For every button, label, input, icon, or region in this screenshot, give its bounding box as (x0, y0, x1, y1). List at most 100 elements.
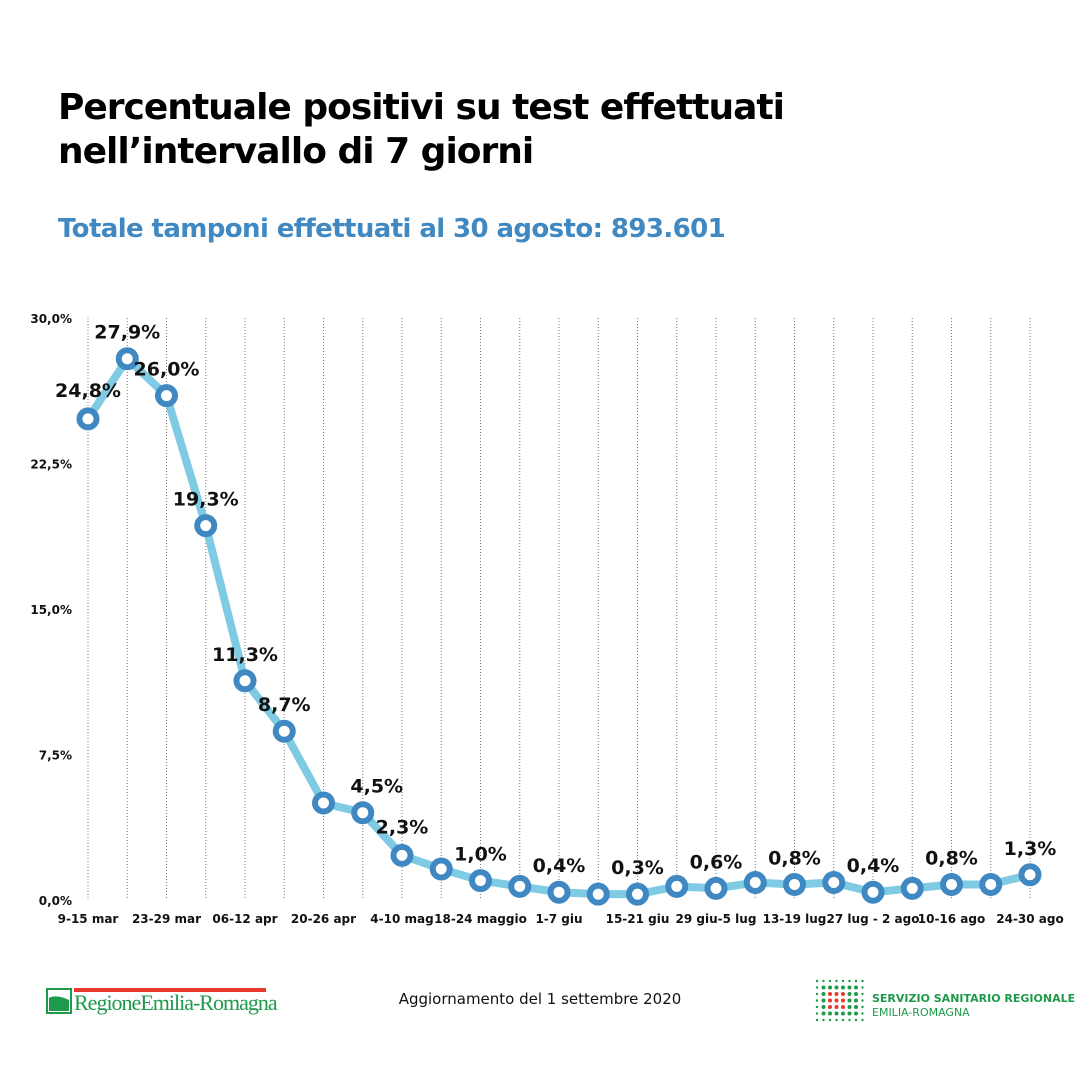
logo-dot (815, 979, 819, 983)
x-tick-label: 1-7 giu (535, 912, 582, 926)
x-tick-label: 10-16 ago (918, 912, 986, 926)
logo-dot (854, 998, 858, 1003)
data-label: 1,3% (1004, 838, 1057, 860)
line-chart: 0,0% 7,5% 15,0% 22,5% 30,0% 9-15 mar 23-29 ma… (30, 312, 1064, 926)
data-label: 0,8% (768, 847, 821, 869)
logo-dot (848, 1018, 851, 1022)
x-tick-label: 15-21 giu (606, 912, 670, 926)
data-label: 0,4% (847, 855, 900, 877)
logo-dot (815, 992, 819, 996)
logo-dot (854, 1011, 858, 1016)
x-tick-label: 13-19 lug (763, 912, 827, 926)
logo-dot (815, 1012, 819, 1015)
logo-dot (834, 1011, 839, 1016)
data-point (626, 882, 649, 906)
logo-dot (861, 992, 864, 996)
data-point (979, 872, 1003, 896)
logo-dot (854, 979, 858, 983)
data-label: 11,3% (212, 644, 278, 666)
data-label: 1,0% (454, 844, 507, 866)
logo-dot (847, 998, 852, 1003)
logo-dot (861, 986, 864, 989)
data-point (743, 871, 767, 895)
logo-dot (841, 998, 845, 1003)
logo-dot (854, 985, 858, 990)
data-point (547, 880, 571, 904)
data-point (822, 871, 846, 895)
title-line-2: nell’intervallo di 7 giorni (58, 131, 534, 172)
data-label: 19,3% (173, 489, 239, 511)
data-label: 2,3% (376, 816, 429, 838)
logo-dot (835, 979, 838, 983)
logo-dot (841, 1011, 845, 1016)
data-point (783, 872, 806, 896)
data-point (272, 719, 296, 743)
logo-dot (828, 985, 832, 990)
data-point (155, 384, 178, 408)
logo-dot (828, 1011, 832, 1016)
data-label: 0,8% (925, 847, 978, 869)
red-bar (74, 988, 266, 992)
logo-dot (828, 1005, 832, 1009)
data-label: 0,4% (533, 855, 586, 877)
logo-dot (847, 992, 852, 996)
data-label: 0,3% (611, 857, 664, 879)
logo-dot (847, 1011, 852, 1016)
y-tick-label: 30,0% (30, 312, 72, 326)
data-point (312, 791, 335, 815)
logo-right-line2: EMILIA-ROMAGNA (872, 1006, 970, 1019)
y-axis: 0,0% 7,5% 15,0% 22,5% 30,0% (30, 312, 72, 908)
data-point (115, 347, 139, 371)
logo-dot (861, 1005, 864, 1009)
logo-dot (834, 1005, 839, 1009)
x-tick-label: 06-12 apr (212, 912, 277, 926)
logo-dot (847, 1005, 852, 1009)
subtitle-total-tests: Totale tamponi effettuati al 30 agosto: … (58, 214, 726, 244)
logo-dot (821, 1005, 826, 1009)
data-label: 4,5% (350, 776, 403, 798)
logo-dot (815, 999, 819, 1002)
logo-dot (861, 1012, 864, 1015)
y-tick-label: 0,0% (39, 894, 72, 908)
logo-dot (821, 992, 826, 996)
markers (76, 347, 1042, 906)
logo-dot (828, 979, 832, 983)
data-point (586, 882, 610, 906)
data-point (233, 669, 257, 693)
data-point (861, 880, 885, 904)
logo-dot (835, 1018, 838, 1022)
data-label: 8,7% (258, 694, 311, 716)
logo-dot (841, 1018, 845, 1022)
update-date: Aggiornamento del 1 settembre 2020 (398, 990, 682, 1008)
logo-regione-emilia-romagna: RegioneEmilia-Romagna (46, 986, 278, 1024)
x-axis: 9-15 mar 23-29 mar 06-12 apr 20-26 apr 4-10 … (58, 912, 1064, 926)
x-tick-label: 9-15 mar (58, 912, 119, 926)
data-point (469, 869, 492, 893)
data-point (351, 801, 375, 825)
logo-dot (834, 985, 839, 990)
x-tick-label: 24-30 ago (996, 912, 1064, 926)
logo-dot (822, 979, 825, 983)
data-point (508, 874, 532, 898)
logo-dot (841, 979, 845, 983)
logo-dot (828, 992, 832, 996)
logo-dot (861, 979, 864, 983)
y-tick-label: 22,5% (30, 458, 72, 472)
logo-dot (854, 1018, 858, 1022)
logo-dot (828, 998, 832, 1003)
logo-dot (861, 1018, 864, 1022)
chart-title: Percentuale positivi su test effettuati … (58, 86, 958, 174)
logo-dot (841, 985, 845, 990)
logo-dot (841, 992, 845, 996)
data-point (665, 874, 689, 898)
data-point (76, 407, 100, 431)
y-tick-label: 15,0% (30, 603, 72, 617)
data-point (704, 876, 728, 900)
logo-dot (854, 1005, 858, 1009)
logo-dot (821, 998, 826, 1003)
x-tick-label: 20-26 apr (291, 912, 356, 926)
data-point (940, 872, 963, 896)
logo-dot (815, 1005, 819, 1009)
title-line-1: Percentuale positivi su test effettuati (58, 87, 785, 128)
logo-dot (848, 979, 851, 983)
